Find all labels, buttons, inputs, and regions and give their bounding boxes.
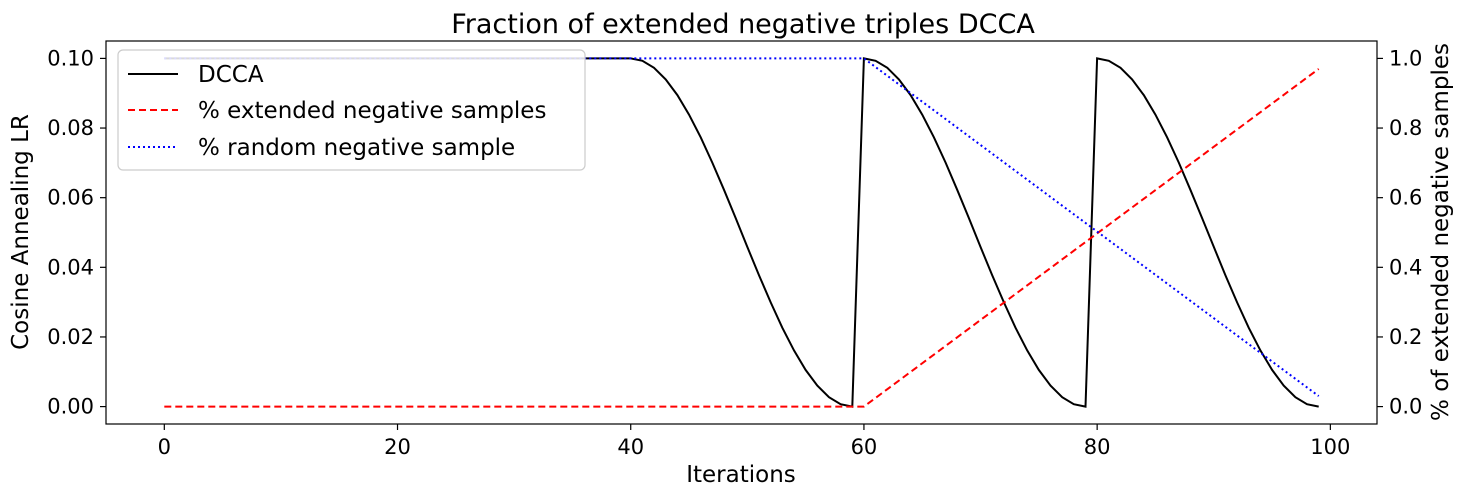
ticks-layer: 0 20 40 60 80 100 0.00 0.02 0.04 0.06 0.08 0.10 0.0 0… bbox=[47, 46, 1422, 459]
chart-title: Fraction of extended negative triples DC… bbox=[451, 9, 1035, 40]
legend-label-dcca: DCCA bbox=[198, 62, 264, 88]
series-line-extended-negative bbox=[164, 68, 1320, 408]
plot-frame bbox=[105, 40, 1378, 425]
y-left-tick-label: 0.02 bbox=[47, 325, 94, 349]
y-right-tick-label: 0.0 bbox=[1389, 395, 1422, 419]
x-tick-label: 20 bbox=[384, 435, 411, 459]
x-tick-label: 80 bbox=[1084, 435, 1111, 459]
x-tick-label: 0 bbox=[158, 435, 171, 459]
y-right-tick-label: 0.4 bbox=[1389, 255, 1422, 279]
y-left-tick-label: 0.10 bbox=[47, 46, 94, 70]
y-left-tick-label: 0.04 bbox=[47, 255, 94, 279]
x-axis-label: Iterations bbox=[686, 462, 796, 488]
x-tick-label: 60 bbox=[851, 435, 878, 459]
x-tick-label: 40 bbox=[617, 435, 644, 459]
y-axis-left-label: Cosine Annealing LR bbox=[8, 114, 34, 350]
y-left-tick-label: 0.06 bbox=[47, 186, 94, 210]
y-left-tick-label: 0.08 bbox=[47, 116, 94, 140]
legend-box bbox=[117, 49, 586, 171]
legend-label-extended: % extended negative samples bbox=[198, 98, 546, 124]
y-right-tick-label: 1.0 bbox=[1389, 46, 1422, 70]
legend: DCCA % extended negative samples % rando… bbox=[117, 49, 586, 171]
y-left-tick-label: 0.00 bbox=[47, 395, 94, 419]
legend-label-random: % random negative sample bbox=[198, 135, 515, 161]
x-tick-label: 100 bbox=[1310, 435, 1350, 459]
y-axis-right-label: % of extended negative samples bbox=[1428, 43, 1454, 421]
y-right-tick-label: 0.8 bbox=[1389, 116, 1422, 140]
y-right-tick-label: 0.6 bbox=[1389, 186, 1422, 210]
y-right-tick-label: 0.2 bbox=[1389, 325, 1422, 349]
